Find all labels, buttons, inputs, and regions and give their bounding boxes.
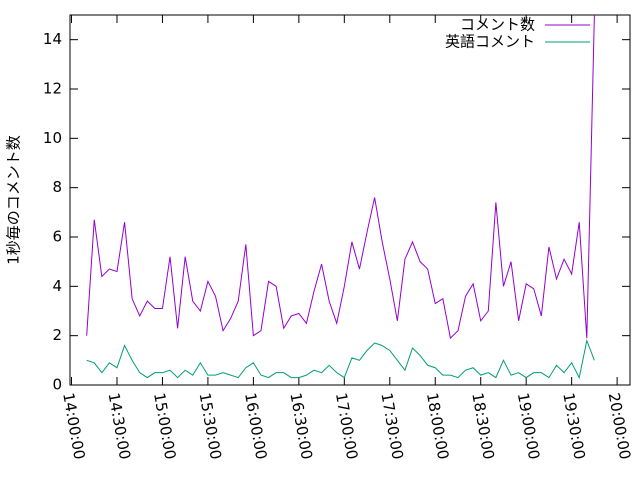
legend-label: 英語コメント: [445, 33, 535, 51]
x-tick-label: 15:00:00: [150, 391, 179, 460]
y-tick-label: 12: [43, 80, 62, 98]
x-tick-label: 17:00:00: [332, 391, 361, 460]
plot-frame: [69, 14, 631, 386]
x-tick-label: 14:30:00: [105, 391, 134, 460]
x-tick-label: 16:30:00: [286, 391, 315, 460]
y-tick-label: 0: [52, 376, 62, 394]
y-tick-label: 4: [52, 277, 62, 295]
y-tick-label: 6: [52, 228, 62, 246]
legend-label: コメント数: [460, 16, 535, 34]
x-tick-label: 16:00:00: [241, 391, 270, 460]
x-tick-label: 17:30:00: [377, 391, 406, 460]
y-tick-label: 10: [43, 129, 62, 147]
y-tick-label: 2: [52, 326, 62, 344]
x-tick-label: 15:30:00: [196, 391, 225, 460]
data-line: [86, 15, 595, 340]
x-tick-label: 19:30:00: [559, 391, 588, 460]
data-line: [86, 338, 595, 380]
x-tick-label: 18:00:00: [423, 391, 452, 460]
x-tick-label: 19:00:00: [514, 391, 543, 460]
y-tick-label: 8: [52, 178, 62, 196]
y-axis-label: 1秒毎のコメント数: [5, 135, 23, 265]
x-tick-label: 18:30:00: [468, 391, 497, 460]
x-tick-label: 14:00:00: [59, 391, 88, 460]
y-tick-label: 14: [43, 30, 62, 48]
x-tick-label: 20:00:00: [605, 391, 634, 460]
